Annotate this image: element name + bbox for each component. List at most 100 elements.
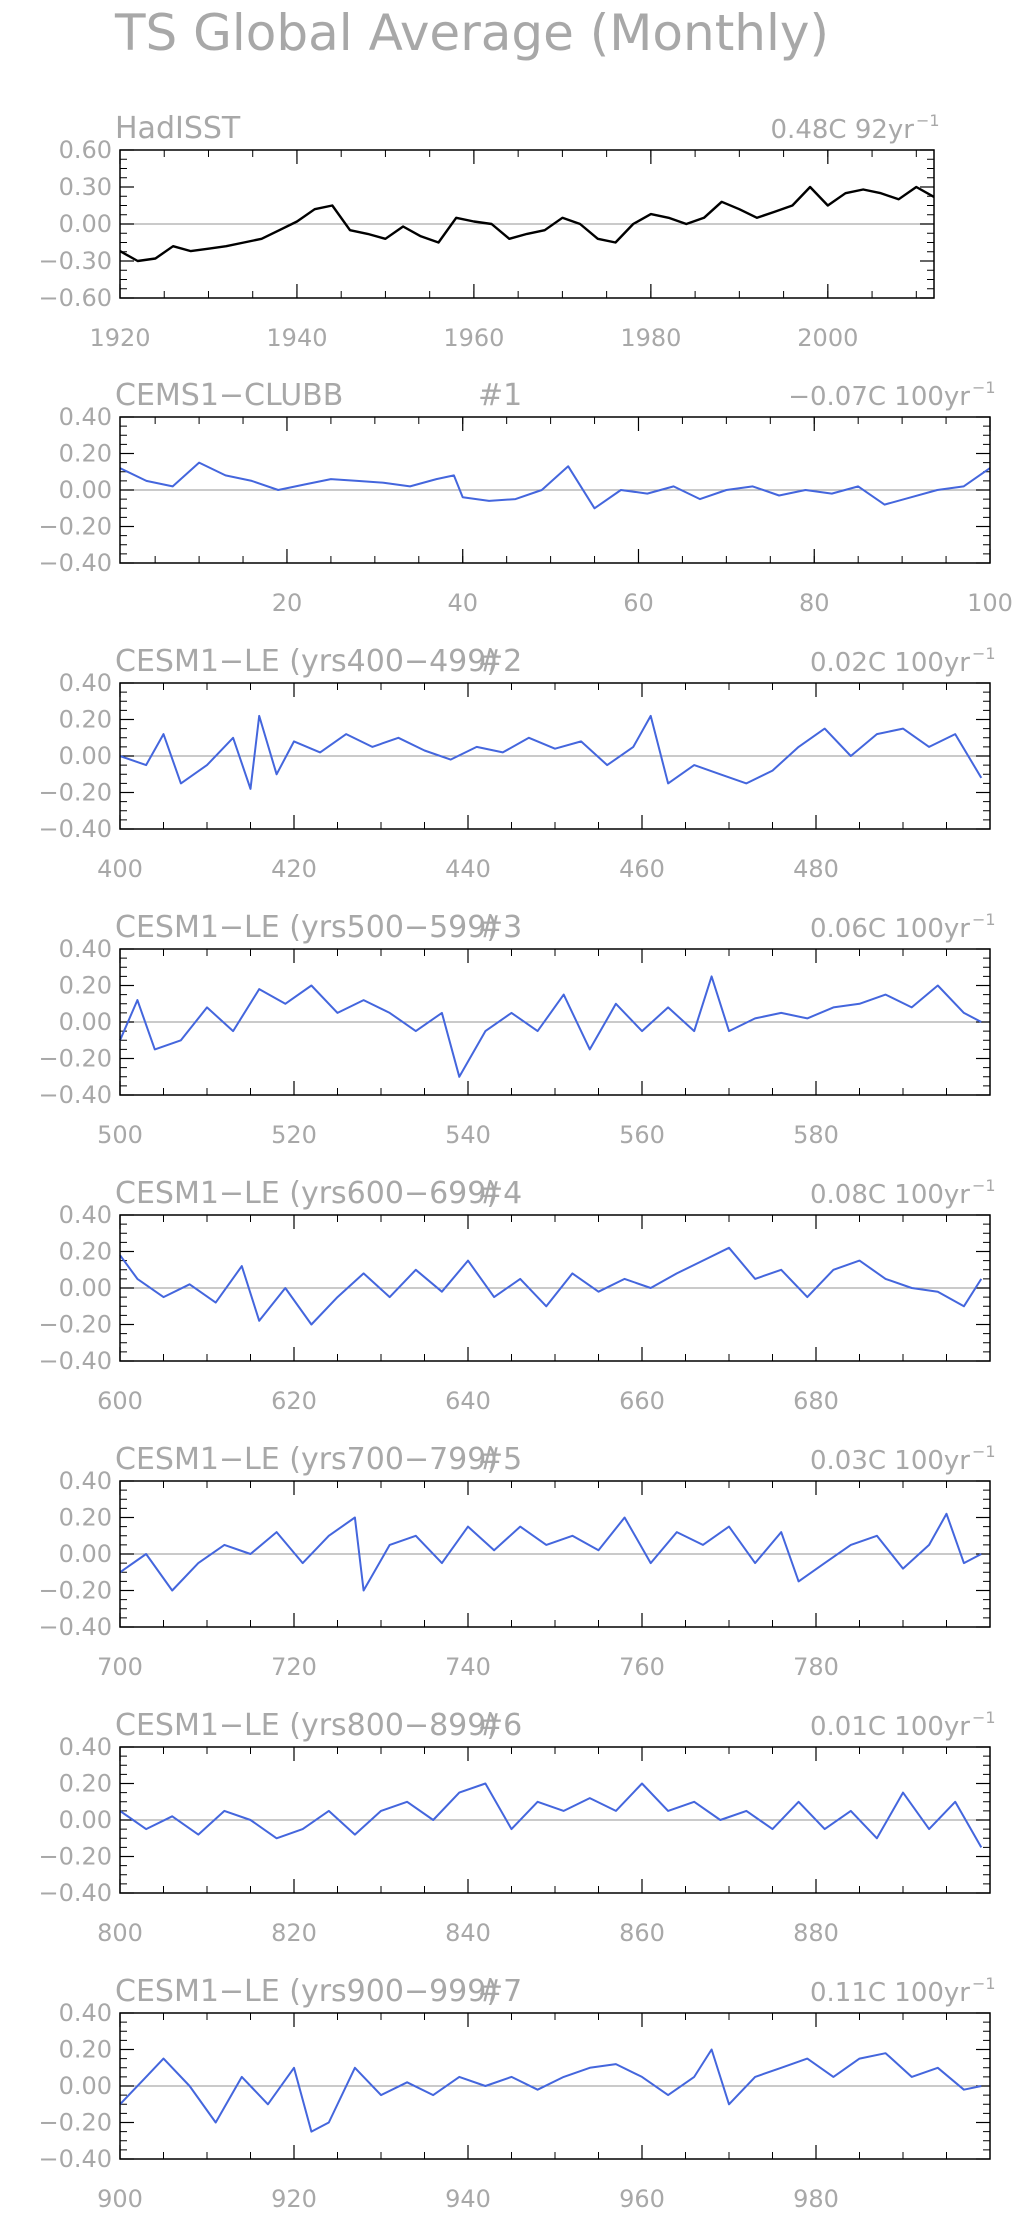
x-tick-label: 1920 [89,324,150,352]
series-line [119,714,983,790]
figure-title: TS Global Average (Monthly) [114,4,829,62]
x-tick-label: 600 [97,1387,143,1415]
x-tick-label: 840 [445,1919,491,1947]
y-tick-label: −0.20 [38,779,112,807]
x-tick-label: 40 [447,589,478,617]
y-tick-label: 0.00 [59,1008,112,1036]
y-tick-label: 0.40 [59,1733,112,1761]
x-tick-label: 760 [619,1653,665,1681]
panel-title: CESM1−LE (yrs700−799) [115,1442,498,1477]
member-number: #2 [478,644,522,679]
trend-label: 0.48C 92yr [771,115,915,145]
y-tick-label: −0.20 [38,1843,112,1871]
panel-title: CESM1−LE (yrs400−499) [115,644,498,679]
x-tick-label: 580 [793,1121,839,1149]
plot-frame [119,1214,991,1362]
panel-5: CESM1−LE (yrs700−799)#5 0.03C 100yr −1 0.40… [38,1442,995,1681]
x-tick-label: 440 [445,855,491,883]
member-number: #5 [478,1442,522,1477]
trend-label: −0.07C 100yr [788,382,970,412]
member-number: #4 [478,1176,522,1211]
member-number: #6 [478,1708,522,1743]
x-tick-label: 780 [793,1653,839,1681]
x-tick-label: 560 [619,1121,665,1149]
plot-frame [119,149,935,299]
series-line [119,461,991,510]
plot-frame [119,1746,991,1894]
x-tick-label: 2000 [797,324,858,352]
x-tick-label: 500 [97,1121,143,1149]
trend-exponent: −1 [972,1442,996,1461]
x-tick-label: 100 [967,589,1013,617]
trend-exponent: −1 [972,1176,996,1195]
panel-3: CESM1−LE (yrs500−599)#3 0.06C 100yr −1 0.40… [38,910,995,1149]
y-tick-label: 0.40 [59,669,112,697]
y-tick-label: 0.40 [59,1999,112,2027]
y-tick-label: 0.20 [59,706,112,734]
x-tick-label: 1980 [620,324,681,352]
plot-frame [119,2012,991,2160]
y-tick-label: −0.20 [38,2109,112,2137]
x-tick-label: 900 [97,2185,143,2213]
y-tick-label: −0.40 [38,549,112,577]
panel-7: CESM1−LE (yrs900−999)#7 0.11C 100yr −1 0.40… [38,1974,995,2213]
y-tick-label: 0.00 [59,476,112,504]
panel-title: CESM1−LE (yrs800−899) [115,1708,498,1743]
y-tick-label: 0.20 [59,440,112,468]
x-tick-label: 420 [271,855,317,883]
trend-exponent: −1 [972,644,996,663]
panel-title: CEMS1−CLUBB [115,378,343,413]
y-tick-label: 0.00 [59,2072,112,2100]
x-tick-label: 920 [271,2185,317,2213]
x-tick-label: 700 [97,1653,143,1681]
x-tick-label: 640 [445,1387,491,1415]
y-tick-label: 0.30 [59,173,112,201]
trend-label: 0.03C 100yr [810,1446,970,1476]
trend-label: 0.08C 100yr [810,1180,970,1210]
y-tick-label: −0.40 [38,1613,112,1641]
y-tick-label: 0.20 [59,972,112,1000]
y-tick-label: 0.40 [59,935,112,963]
panel-title: CESM1−LE (yrs600−699) [115,1176,498,1211]
x-tick-label: 60 [623,589,654,617]
y-tick-label: −0.20 [38,1045,112,1073]
x-tick-label: 960 [619,2185,665,2213]
y-tick-label: −0.40 [38,815,112,843]
x-tick-label: 480 [793,855,839,883]
panel-title: HadISST [115,111,241,146]
x-tick-label: 980 [793,2185,839,2213]
y-tick-label: −0.60 [38,284,112,312]
panel-6: CESM1−LE (yrs800−899)#6 0.01C 100yr −1 0.40… [38,1708,995,1947]
series-line [119,1782,983,1848]
x-tick-label: 460 [619,855,665,883]
x-tick-label: 660 [619,1387,665,1415]
plot-frame [119,1480,991,1628]
plot-frame [119,948,991,1096]
trend-label: 0.11C 100yr [810,1978,970,2008]
x-tick-label: 740 [445,1653,491,1681]
y-tick-label: 0.20 [59,2036,112,2064]
y-tick-label: 0.40 [59,403,112,431]
y-tick-label: −0.20 [38,513,112,541]
panel-1: CEMS1−CLUBB #1 −0.07C 100yr −1 0.40 0.20 0.00 −… [38,378,1012,617]
y-tick-label: 0.00 [59,1540,112,1568]
y-tick-label: 0.40 [59,1201,112,1229]
panel-0: HadISST 0.48C 92yr −1 0.60 0.30 0.00 −0.30 −0.6… [38,111,939,352]
x-tick-label: 620 [271,1387,317,1415]
trend-label: 0.06C 100yr [810,914,970,944]
panels: HadISST 0.48C 92yr −10.600.300.00−0.30−0.6… [38,111,1012,2213]
x-tick-label: 800 [97,1919,143,1947]
panel-title: CESM1−LE (yrs500−599) [115,910,498,945]
trend-exponent: −1 [916,111,940,130]
x-tick-label: 520 [271,1121,317,1149]
y-tick-label: −0.20 [38,1311,112,1339]
y-tick-label: −0.40 [38,1081,112,1109]
y-tick-label: −0.40 [38,2145,112,2173]
y-tick-label: 0.60 [59,136,112,164]
trend-label: 0.01C 100yr [810,1712,970,1742]
x-tick-label: 720 [271,1653,317,1681]
y-tick-label: 0.00 [59,1806,112,1834]
x-tick-label: 540 [445,1121,491,1149]
series-line [119,975,982,1078]
